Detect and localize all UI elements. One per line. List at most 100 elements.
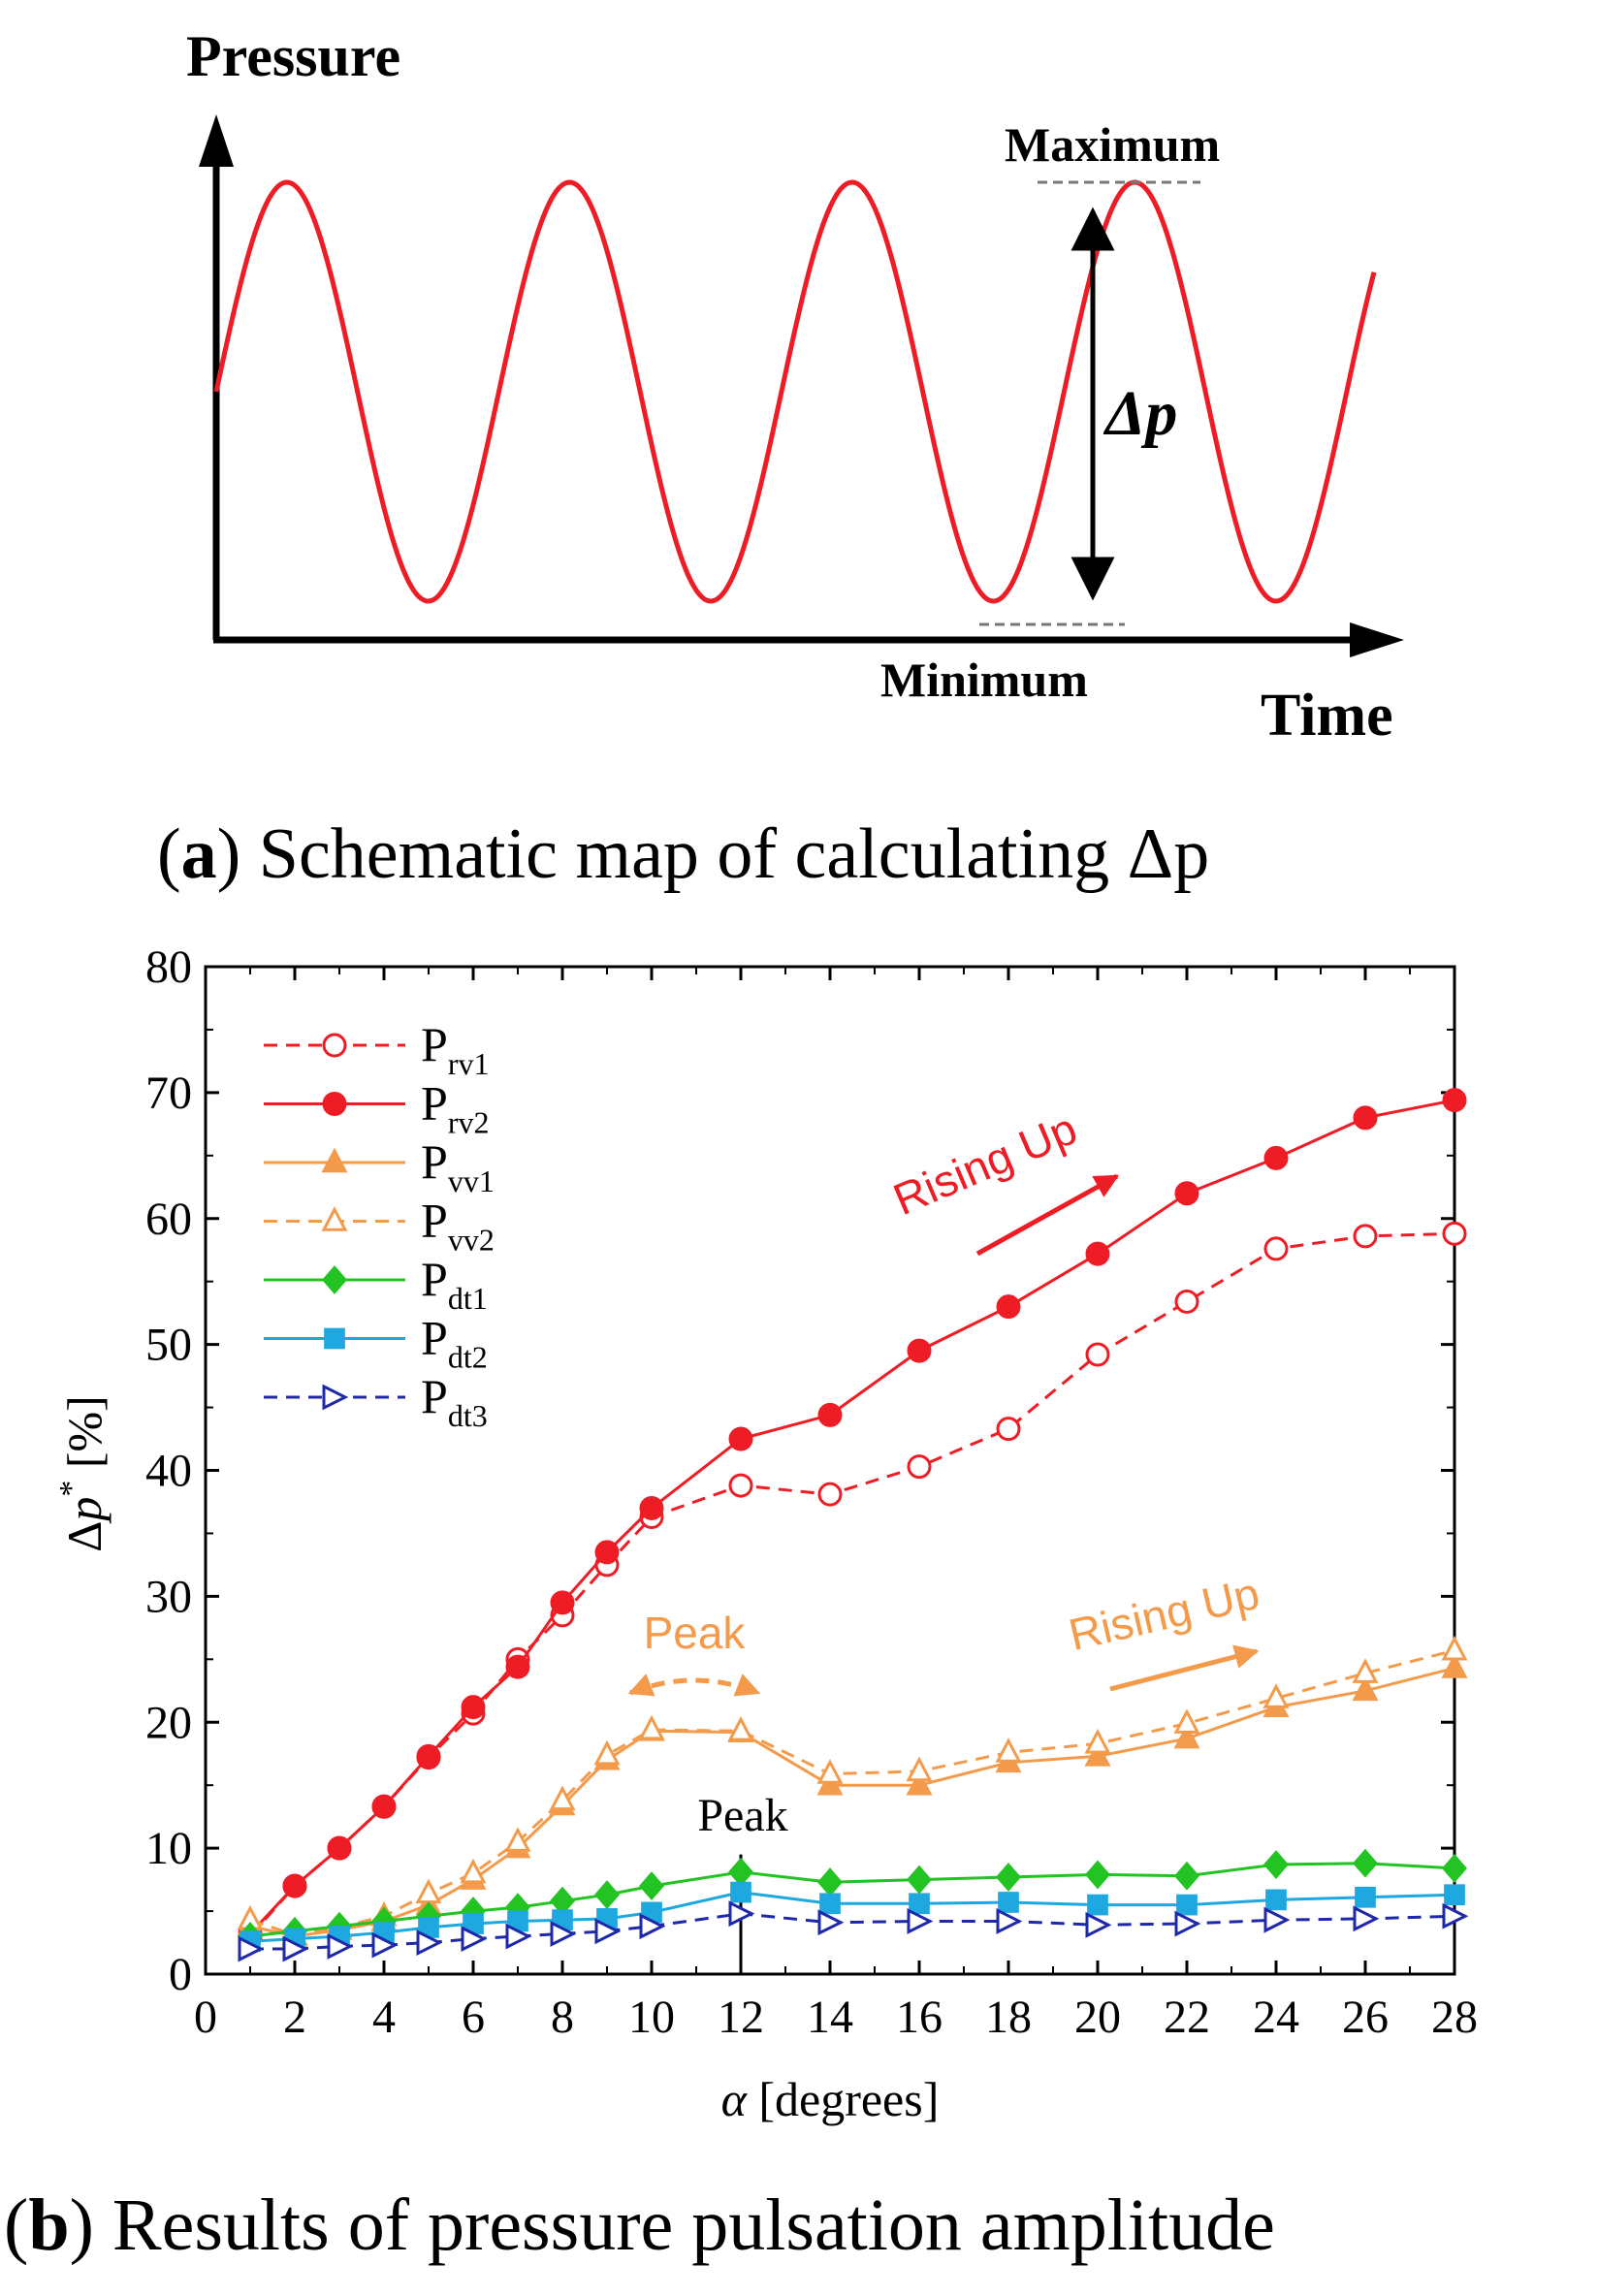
data-point (505, 1923, 532, 1950)
data-point (415, 1878, 442, 1904)
data-point (1353, 1224, 1378, 1249)
data-point (1265, 1889, 1287, 1911)
caption-a-open: ( (157, 814, 181, 894)
data-point (817, 1402, 843, 1427)
caption-b-text: ) Results of pressure pulsation amplitud… (70, 2184, 1275, 2266)
data-point (909, 1893, 930, 1915)
data-point (1263, 1236, 1289, 1261)
data-point (1174, 1181, 1199, 1206)
pressure-sine-wave (213, 179, 1377, 604)
data-point (639, 1913, 666, 1940)
data-point (1085, 1860, 1110, 1890)
data-point (1444, 1884, 1465, 1906)
legend-label: Prv2 (421, 1076, 489, 1140)
legend-item-Pdt1: Pdt1 (264, 1252, 488, 1316)
data-point (727, 1716, 754, 1741)
caption-b-open: ( (4, 2184, 28, 2266)
data-point (322, 1265, 347, 1294)
data-point (817, 1482, 843, 1507)
caption-a-letter: a (181, 814, 217, 894)
x-tick-label: 10 (628, 1992, 675, 2043)
legend-label: Pdt2 (421, 1311, 488, 1375)
data-point (1085, 1911, 1112, 1938)
data-point (907, 1454, 932, 1480)
data-point (1084, 1729, 1111, 1754)
panel-a-x-arrowhead (1350, 622, 1404, 657)
data-point (996, 1863, 1021, 1892)
x-tick-label: 24 (1253, 1992, 1299, 2043)
x-tick-label: 14 (807, 1992, 853, 2043)
caption-a-text: ) Schematic map of calculating Δp (217, 814, 1210, 894)
data-point (639, 1871, 664, 1901)
annotation-peak-orange: Peak (644, 1608, 747, 1658)
y-tick-label: 30 (145, 1571, 192, 1622)
data-point (1441, 1653, 1468, 1678)
x-tick-label: 8 (551, 1992, 574, 2043)
data-point (995, 1738, 1022, 1763)
x-tick-label: 12 (718, 1992, 764, 2043)
annotation-rising-up-orange: Rising Up (1064, 1568, 1263, 1661)
y-tick-label: 10 (145, 1823, 192, 1874)
data-point (1442, 1221, 1467, 1246)
data-point (461, 1926, 488, 1953)
y-tick-label: 40 (145, 1446, 192, 1497)
legend-label: Pdt3 (421, 1369, 488, 1433)
y-tick-label: 80 (145, 941, 192, 993)
x-tick-label: 20 (1074, 1992, 1121, 2043)
y-tick-label: 70 (145, 1068, 192, 1119)
legend-label: Pvv2 (421, 1194, 495, 1258)
data-point (1085, 1241, 1110, 1266)
panel-a-x-axis-label: Time (1261, 683, 1393, 749)
legend-item-Pdt3: Pdt3 (264, 1369, 488, 1433)
legend-item-Pvv1: Pvv1 (264, 1134, 495, 1198)
data-point (1262, 1683, 1290, 1708)
data-point (550, 1921, 577, 1947)
data-point (1085, 1342, 1110, 1367)
x-tick-label: 28 (1431, 1992, 1478, 2043)
series-Prv2 (238, 1088, 1467, 1946)
legend-item-Prv2: Prv2 (264, 1076, 489, 1140)
data-point (327, 1933, 354, 1960)
data-point (1263, 1850, 1289, 1879)
data-point (1176, 1894, 1198, 1916)
data-point (321, 1147, 348, 1173)
data-point (1173, 1723, 1200, 1749)
data-point (996, 1908, 1023, 1934)
data-point (1442, 1853, 1467, 1883)
legend-item-Prv1: Prv1 (264, 1017, 489, 1081)
data-point (322, 1384, 349, 1411)
maximum-label: Maximum (1005, 117, 1220, 172)
data-point (549, 1785, 576, 1811)
y-tick-label: 60 (145, 1194, 192, 1245)
data-point (1087, 1894, 1108, 1916)
x-tick-label: 16 (896, 1992, 943, 2043)
data-point (461, 1695, 486, 1720)
data-point (550, 1590, 575, 1615)
y-tick-label: 0 (169, 1949, 192, 2000)
data-point (460, 1858, 487, 1884)
x-tick-label: 4 (372, 1992, 396, 2043)
data-point (1352, 1658, 1379, 1683)
data-point (324, 1327, 345, 1350)
data-point (1173, 1708, 1200, 1734)
data-point (327, 1835, 352, 1861)
data-point (321, 1206, 348, 1231)
series-Pdt3 (238, 1900, 1469, 1962)
data-point (594, 1918, 622, 1945)
data-point (322, 1092, 347, 1116)
data-point (416, 1743, 441, 1769)
peak-orange-arrow (627, 1674, 761, 1697)
data-point (1353, 1105, 1378, 1131)
data-point (371, 1794, 397, 1819)
annotation-rising-up-red: Rising Up (886, 1102, 1084, 1225)
legend-label: Pdt1 (421, 1252, 488, 1316)
data-point (1263, 1906, 1291, 1933)
rising-up-orange-arrow (1109, 1644, 1260, 1692)
data-point (996, 1417, 1021, 1442)
data-point (730, 1881, 751, 1903)
data-point (1353, 1905, 1380, 1932)
x-axis-ticks: 0 2 4 6 8 10 12 14 16 18 20 22 24 26 28 (194, 967, 1478, 2043)
data-point (906, 1770, 933, 1796)
